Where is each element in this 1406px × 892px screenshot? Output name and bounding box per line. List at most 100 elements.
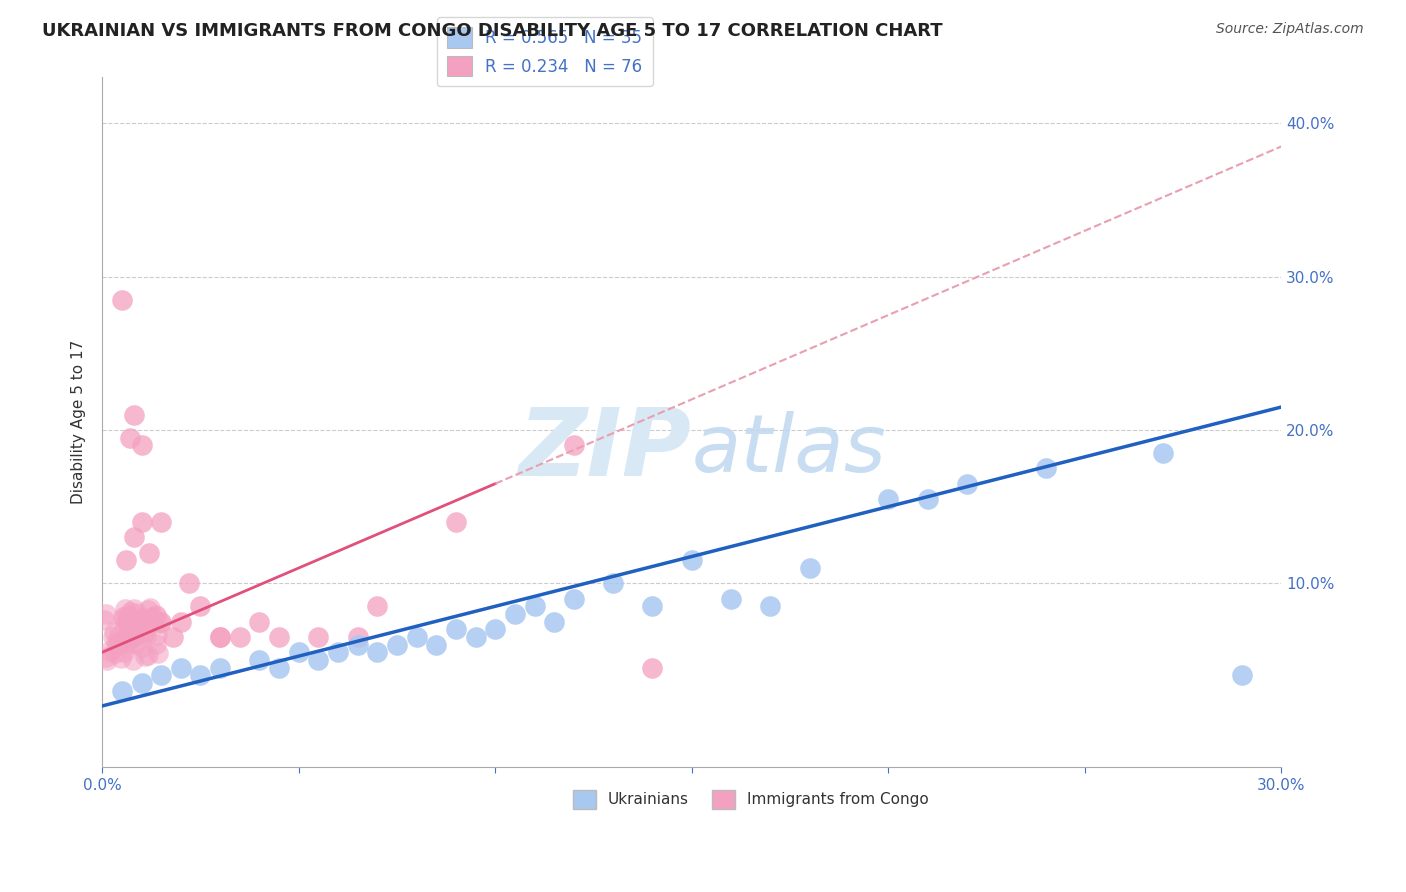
Y-axis label: Disability Age 5 to 17: Disability Age 5 to 17 — [72, 340, 86, 505]
Point — [267, 660, 290, 674]
Point — [101, 630, 124, 644]
Point — [523, 599, 546, 614]
Point — [134, 624, 156, 639]
Point — [720, 591, 742, 606]
Point — [138, 601, 160, 615]
Point — [209, 630, 232, 644]
Point — [131, 611, 153, 625]
Point — [118, 636, 141, 650]
Point — [111, 610, 134, 624]
Legend: Ukrainians, Immigrants from Congo: Ukrainians, Immigrants from Congo — [567, 784, 935, 814]
Point — [145, 607, 167, 622]
Point — [112, 611, 135, 625]
Point — [115, 633, 138, 648]
Point — [307, 630, 329, 644]
Point — [562, 591, 585, 606]
Point — [134, 649, 156, 664]
Point — [148, 646, 170, 660]
Point — [122, 530, 145, 544]
Point — [146, 628, 169, 642]
Point — [917, 491, 939, 506]
Point — [562, 438, 585, 452]
Point — [138, 546, 160, 560]
Point — [602, 576, 624, 591]
Point — [114, 602, 136, 616]
Point — [249, 653, 271, 667]
Point — [115, 614, 138, 628]
Point — [121, 616, 143, 631]
Point — [118, 617, 141, 632]
Point — [543, 615, 565, 629]
Point — [150, 615, 173, 629]
Point — [503, 607, 526, 621]
Point — [107, 636, 129, 650]
Point — [107, 638, 129, 652]
Point — [249, 615, 271, 629]
Point — [135, 621, 157, 635]
Point — [956, 476, 979, 491]
Point — [141, 610, 163, 624]
Point — [118, 431, 141, 445]
Point — [641, 660, 664, 674]
Point — [117, 615, 139, 629]
Point — [104, 634, 127, 648]
Point — [444, 515, 467, 529]
Point — [118, 610, 141, 624]
Point — [104, 646, 127, 660]
Point — [385, 638, 408, 652]
Point — [115, 631, 138, 645]
Point — [209, 630, 232, 644]
Point — [136, 648, 159, 662]
Point — [131, 640, 153, 655]
Point — [799, 561, 821, 575]
Point — [103, 624, 125, 639]
Point — [267, 630, 290, 644]
Point — [150, 668, 173, 682]
Point — [346, 630, 368, 644]
Point — [405, 630, 427, 644]
Point — [484, 622, 506, 636]
Point — [1230, 668, 1253, 682]
Point — [229, 630, 252, 644]
Point — [177, 576, 200, 591]
Point — [877, 491, 900, 506]
Point — [366, 645, 388, 659]
Point — [129, 615, 152, 629]
Text: atlas: atlas — [692, 411, 887, 489]
Point — [425, 638, 447, 652]
Point — [121, 621, 143, 635]
Point — [120, 605, 142, 619]
Point — [759, 599, 782, 614]
Point — [641, 599, 664, 614]
Point — [307, 653, 329, 667]
Point — [1153, 446, 1175, 460]
Point — [96, 653, 118, 667]
Point — [93, 613, 115, 627]
Point — [209, 660, 232, 674]
Point — [136, 602, 159, 616]
Text: Source: ZipAtlas.com: Source: ZipAtlas.com — [1216, 22, 1364, 37]
Point — [145, 637, 167, 651]
Point — [117, 608, 139, 623]
Point — [326, 645, 349, 659]
Text: ZIP: ZIP — [519, 404, 692, 496]
Point — [122, 631, 145, 645]
Point — [96, 650, 118, 665]
Point — [131, 515, 153, 529]
Point — [366, 599, 388, 614]
Point — [150, 515, 173, 529]
Point — [190, 599, 212, 614]
Point — [98, 644, 121, 658]
Point — [108, 627, 131, 641]
Point — [112, 616, 135, 631]
Point — [287, 645, 309, 659]
Point — [94, 607, 117, 622]
Point — [135, 629, 157, 643]
Point — [170, 660, 193, 674]
Point — [162, 630, 184, 644]
Point — [170, 615, 193, 629]
Point — [111, 683, 134, 698]
Point — [118, 627, 141, 641]
Point — [346, 638, 368, 652]
Point — [125, 606, 148, 620]
